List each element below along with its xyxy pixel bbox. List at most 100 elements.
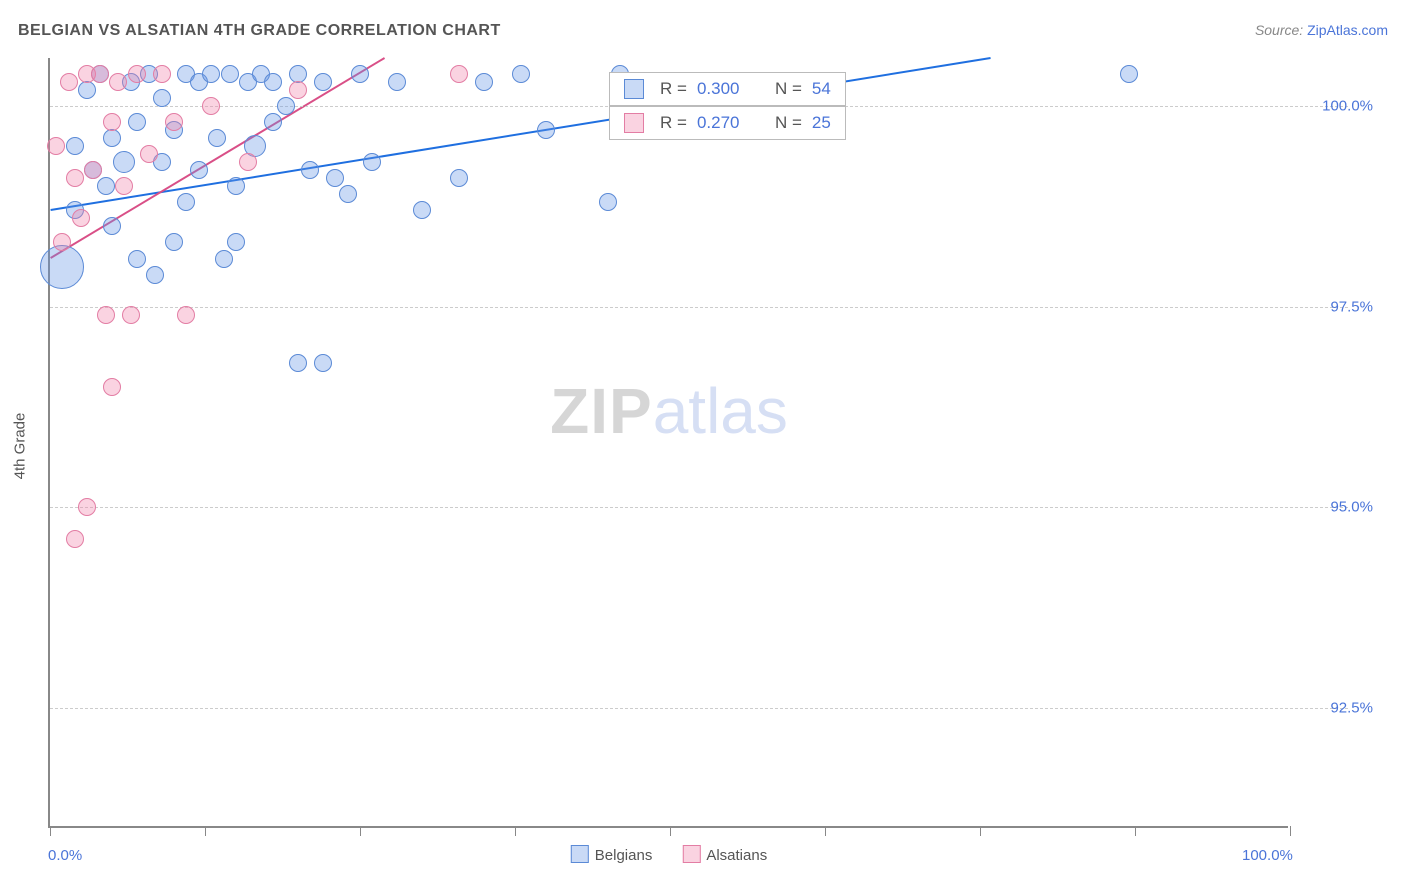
gridline-h — [50, 507, 1348, 508]
scatter-point-belgians — [599, 193, 617, 211]
scatter-point-belgians — [177, 193, 195, 211]
stat-n-value: 54 — [812, 79, 831, 99]
scatter-point-belgians — [264, 113, 282, 131]
scatter-point-belgians — [388, 73, 406, 91]
scatter-point-belgians — [202, 65, 220, 83]
plot-area: ZIPatlas 92.5%95.0%97.5%100.0%0.0%100.0%… — [48, 58, 1288, 828]
scatter-point-alsatians — [165, 113, 183, 131]
scatter-point-belgians — [146, 266, 164, 284]
trend-line-alsatians — [51, 58, 385, 258]
scatter-point-alsatians — [177, 306, 195, 324]
stat-n-label: N = — [775, 113, 802, 133]
scatter-point-belgians — [537, 121, 555, 139]
scatter-point-alsatians — [289, 81, 307, 99]
scatter-point-alsatians — [128, 65, 146, 83]
gridline-h — [50, 307, 1348, 308]
scatter-point-alsatians — [153, 65, 171, 83]
y-tick-label: 92.5% — [1330, 699, 1373, 716]
scatter-point-belgians — [1120, 65, 1138, 83]
scatter-point-belgians — [190, 161, 208, 179]
scatter-point-belgians — [103, 129, 121, 147]
scatter-point-alsatians — [115, 177, 133, 195]
stat-r-value: 0.300 — [697, 79, 740, 99]
scatter-point-belgians — [339, 185, 357, 203]
scatter-point-alsatians — [239, 153, 257, 171]
scatter-point-alsatians — [109, 73, 127, 91]
scatter-point-alsatians — [140, 145, 158, 163]
scatter-point-alsatians — [78, 498, 96, 516]
scatter-point-alsatians — [84, 161, 102, 179]
legend: Belgians Alsatians — [571, 845, 767, 864]
scatter-point-belgians — [413, 201, 431, 219]
scatter-point-belgians — [78, 81, 96, 99]
x-tick — [515, 826, 516, 836]
watermark-zip: ZIP — [550, 375, 653, 447]
x-tick — [1135, 826, 1136, 836]
y-axis-title: 4th Grade — [12, 413, 29, 480]
stat-n-value: 25 — [812, 113, 831, 133]
source-label: Source: — [1255, 22, 1307, 38]
scatter-point-belgians — [128, 250, 146, 268]
swatch-icon — [682, 845, 700, 863]
x-tick — [360, 826, 361, 836]
x-tick — [670, 826, 671, 836]
watermark: ZIPatlas — [550, 374, 788, 448]
scatter-point-belgians — [97, 177, 115, 195]
x-tick — [825, 826, 826, 836]
scatter-point-belgians — [153, 89, 171, 107]
y-tick-label: 97.5% — [1330, 298, 1373, 315]
watermark-atlas: atlas — [653, 375, 788, 447]
scatter-point-belgians — [227, 233, 245, 251]
scatter-point-belgians — [227, 177, 245, 195]
legend-item-belgians: Belgians — [571, 845, 653, 864]
stats-box-belgians: R = 0.300 N = 54 — [609, 72, 846, 106]
scatter-point-belgians — [113, 151, 135, 173]
scatter-point-alsatians — [450, 65, 468, 83]
scatter-point-belgians — [66, 137, 84, 155]
scatter-point-belgians — [301, 161, 319, 179]
legend-label: Alsatians — [706, 847, 767, 864]
swatch-icon — [571, 845, 589, 863]
scatter-point-belgians — [314, 73, 332, 91]
scatter-point-alsatians — [103, 378, 121, 396]
x-tick — [980, 826, 981, 836]
scatter-point-alsatians — [66, 530, 84, 548]
scatter-point-alsatians — [202, 97, 220, 115]
chart-title: BELGIAN VS ALSATIAN 4TH GRADE CORRELATIO… — [18, 22, 501, 40]
x-tick — [205, 826, 206, 836]
scatter-point-belgians — [264, 73, 282, 91]
scatter-point-belgians — [277, 97, 295, 115]
gridline-h — [50, 708, 1348, 709]
scatter-point-belgians — [475, 73, 493, 91]
scatter-point-belgians — [221, 65, 239, 83]
scatter-point-belgians — [512, 65, 530, 83]
stat-n-label: N = — [775, 79, 802, 99]
scatter-point-belgians — [363, 153, 381, 171]
scatter-point-belgians — [208, 129, 226, 147]
scatter-point-alsatians — [66, 169, 84, 187]
scatter-point-alsatians — [103, 113, 121, 131]
x-tick-label: 100.0% — [1242, 847, 1293, 864]
swatch-icon — [624, 79, 644, 99]
source: Source: ZipAtlas.com — [1255, 22, 1388, 38]
scatter-point-alsatians — [91, 65, 109, 83]
x-tick-label: 0.0% — [48, 847, 82, 864]
scatter-point-alsatians — [47, 137, 65, 155]
x-tick — [1290, 826, 1291, 836]
source-link[interactable]: ZipAtlas.com — [1307, 22, 1388, 38]
scatter-point-alsatians — [122, 306, 140, 324]
scatter-point-alsatians — [72, 209, 90, 227]
scatter-point-belgians — [326, 169, 344, 187]
swatch-icon — [624, 113, 644, 133]
stat-r-label: R = — [660, 79, 687, 99]
scatter-point-alsatians — [97, 306, 115, 324]
y-tick-label: 100.0% — [1322, 98, 1373, 115]
scatter-point-belgians — [165, 233, 183, 251]
header: BELGIAN VS ALSATIAN 4TH GRADE CORRELATIO… — [18, 22, 1388, 40]
scatter-point-belgians — [314, 354, 332, 372]
stats-box-alsatians: R = 0.270 N = 25 — [609, 106, 846, 140]
scatter-point-belgians — [289, 354, 307, 372]
scatter-point-alsatians — [53, 233, 71, 251]
legend-label: Belgians — [595, 847, 653, 864]
scatter-point-belgians — [450, 169, 468, 187]
